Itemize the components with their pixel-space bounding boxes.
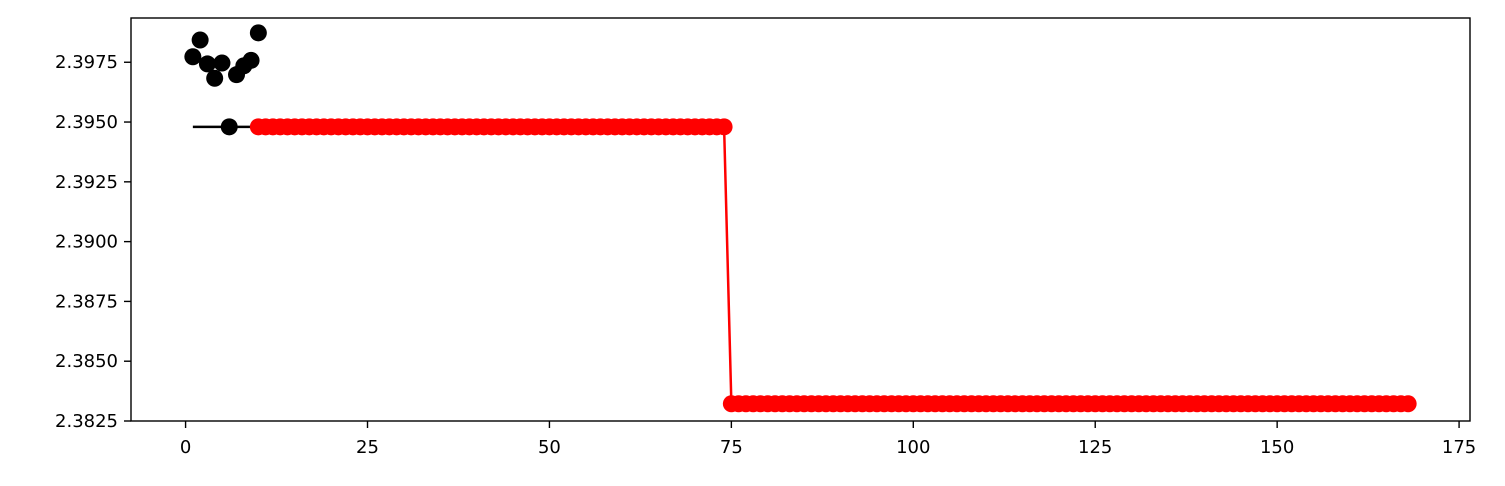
x-tick-label: 100 [896,437,930,458]
plot-frame [130,17,1471,422]
chart-marks [184,24,1417,413]
y-tick-label: 2.3950 [55,112,118,133]
y-tick-label: 2.3825 [55,411,118,432]
x-tick-label: 25 [356,437,379,458]
x-tick-label: 125 [1078,437,1112,458]
initial-point [206,69,224,87]
initial-point [184,48,202,66]
initial-point [220,118,238,136]
optimized-point [715,118,733,136]
y-tick-label: 2.3850 [55,351,118,372]
initial-point [191,31,209,49]
y-tick-label: 2.3900 [55,232,118,253]
x-tick-label: 50 [538,437,561,458]
initial-point [249,24,267,42]
y-tick-label: 2.3875 [55,291,118,312]
initial-point [213,54,231,72]
y-tick-label: 2.3975 [55,52,118,73]
optimized-series-line [258,125,1409,406]
x-tick-label: 175 [1442,437,1476,458]
x-tick-label: 75 [720,437,743,458]
chart-axes: 0 25 50 75 100 125 150 175 2.3825 2.3850 2.3875 2.3… [55,52,1476,458]
optimized-point [1399,395,1417,413]
x-tick-label: 0 [180,437,191,458]
initial-point [242,51,260,69]
y-tick-label: 2.3925 [55,172,118,193]
x-tick-label: 150 [1260,437,1294,458]
initial-point [198,55,216,73]
